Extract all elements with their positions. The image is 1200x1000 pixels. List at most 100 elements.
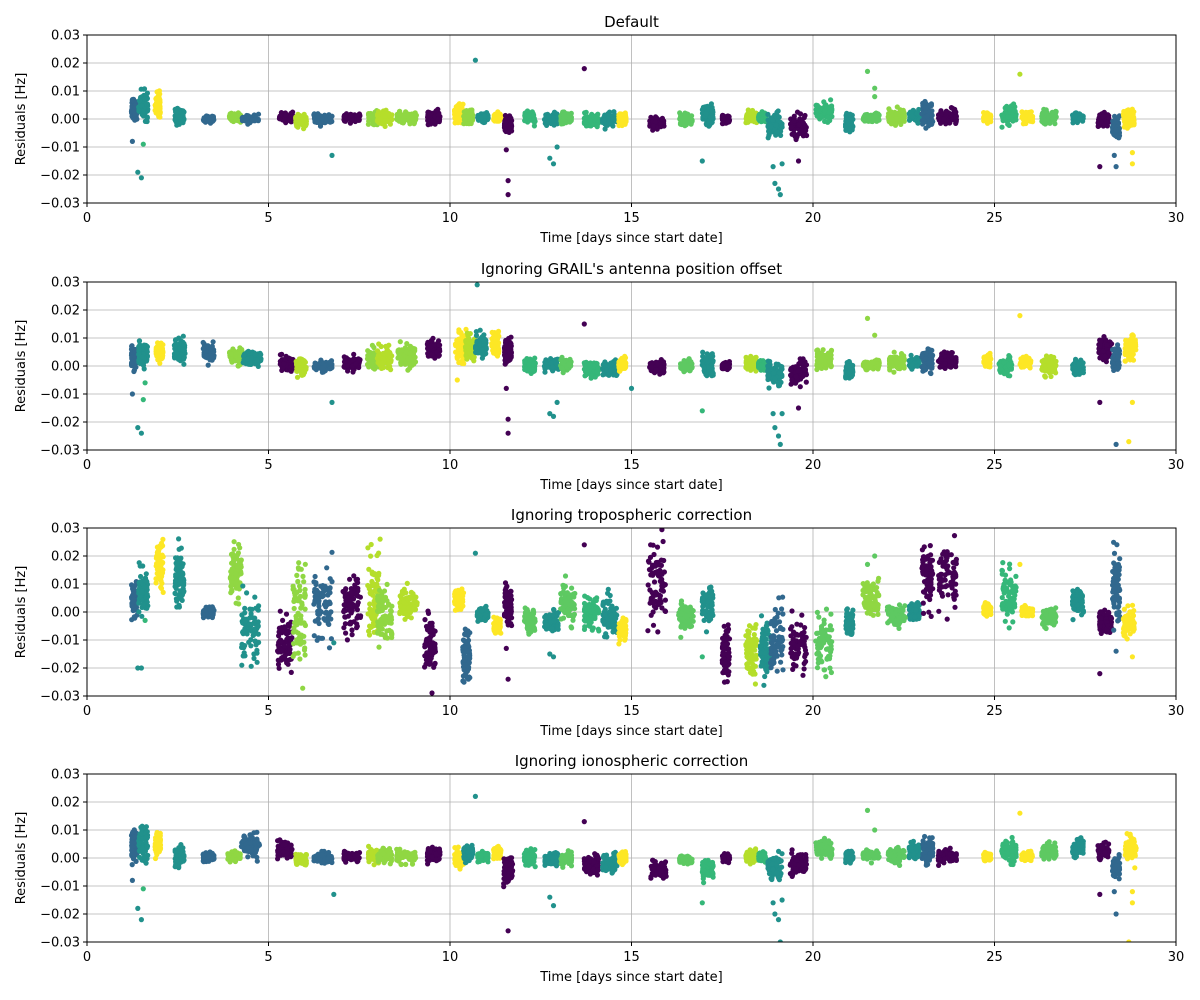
residual-point: [710, 114, 716, 120]
tracking-pass-3: [153, 340, 166, 366]
residual-point: [900, 110, 906, 116]
residual-point: [653, 115, 660, 121]
residual-point: [157, 360, 163, 366]
residual-point: [999, 124, 1005, 130]
residual-point: [319, 365, 325, 371]
residual-point: [142, 96, 148, 102]
residual-point: [477, 115, 484, 121]
residual-point: [708, 101, 715, 107]
residual-point: [1027, 115, 1033, 121]
residual-point: [210, 354, 216, 360]
tracking-pass-17: [461, 107, 476, 127]
residual-point: [353, 361, 359, 367]
tracking-pass-21: [522, 108, 538, 129]
residual-point: [650, 123, 657, 129]
outlier-point: [472, 57, 478, 63]
residual-point: [587, 118, 593, 124]
residual-point: [623, 115, 629, 121]
outlier-point: [1111, 152, 1117, 158]
x-tick-label: 10: [442, 211, 459, 226]
residual-point: [401, 113, 407, 119]
residual-point: [154, 111, 161, 117]
x-tick-label: 0: [83, 211, 91, 226]
residual-point: [602, 126, 608, 132]
residual-point: [229, 114, 235, 120]
residual-point: [369, 342, 375, 348]
residual-point: [498, 115, 504, 121]
residual-point: [526, 113, 533, 119]
residual-point: [144, 349, 150, 355]
residual-point: [317, 123, 324, 129]
tracking-pass-18: [475, 110, 491, 126]
residual-point: [773, 122, 779, 128]
outlier-point: [779, 161, 785, 167]
residual-point: [950, 105, 956, 111]
residual-point: [561, 114, 567, 120]
residual-point: [136, 357, 142, 363]
residual-point: [814, 113, 820, 119]
residual-point: [375, 353, 382, 359]
tracking-pass-38: [885, 104, 908, 128]
residual-point: [1106, 115, 1112, 121]
residual-point: [384, 344, 390, 350]
residual-point: [180, 347, 186, 353]
residual-point: [399, 347, 405, 353]
residual-point: [181, 341, 187, 347]
tracking-pass-44: [1019, 109, 1036, 127]
outlier-point: [1017, 71, 1023, 77]
residual-point: [315, 113, 321, 119]
residual-point: [1103, 119, 1110, 125]
residual-point: [766, 128, 772, 134]
residual-point: [788, 124, 795, 130]
residual-point: [1113, 127, 1119, 133]
tracking-pass-22: [541, 109, 562, 128]
outlier-point: [770, 164, 776, 170]
residual-point: [554, 118, 560, 124]
residual-point: [140, 108, 146, 114]
residual-point: [397, 339, 403, 345]
residual-point: [983, 114, 989, 120]
x-tick-label: 25: [986, 211, 1003, 226]
residual-point: [522, 113, 528, 119]
residual-point: [200, 117, 207, 123]
residual-point: [914, 110, 920, 116]
residual-point: [1098, 119, 1104, 125]
residual-point: [531, 112, 537, 118]
x-tick-label: 30: [1168, 211, 1185, 226]
residual-point: [703, 111, 709, 117]
outlier-point: [1129, 161, 1135, 167]
residual-point: [706, 118, 712, 124]
residual-point: [770, 117, 776, 123]
tracking-pass-41: [936, 105, 960, 127]
tracking-pass-49: [1120, 106, 1137, 131]
residual-point: [953, 109, 959, 115]
residual-point: [425, 122, 431, 128]
outlier-point: [777, 192, 783, 198]
outlier-point: [775, 186, 782, 192]
residual-point: [380, 365, 386, 371]
residual-point: [379, 360, 386, 366]
residual-point: [687, 116, 693, 122]
residual-point: [562, 118, 568, 124]
y-tick-label: −0.03: [40, 197, 80, 212]
residual-point: [276, 116, 283, 122]
tracking-pass-27: [647, 114, 667, 133]
tracking-pass-3: [152, 88, 163, 120]
residual-point: [802, 112, 808, 119]
residual-point: [829, 113, 835, 120]
residual-point: [294, 362, 300, 369]
residual-point: [924, 113, 930, 119]
residual-point: [154, 89, 160, 95]
residual-point: [1008, 114, 1015, 120]
residual-point: [1042, 117, 1048, 124]
residual-point: [282, 356, 288, 362]
residual-point: [679, 116, 685, 122]
residual-point: [355, 117, 361, 123]
residual-point: [288, 363, 295, 369]
residual-point: [867, 114, 873, 121]
residual-point: [258, 352, 264, 358]
subplots: 0 5 10 15 20 25 30−0.03−0.02−0.010.000.010.020…: [14, 13, 1184, 985]
y-tick-label: −0.01: [40, 141, 80, 156]
residual-point: [300, 357, 306, 363]
residual-point: [210, 339, 216, 345]
